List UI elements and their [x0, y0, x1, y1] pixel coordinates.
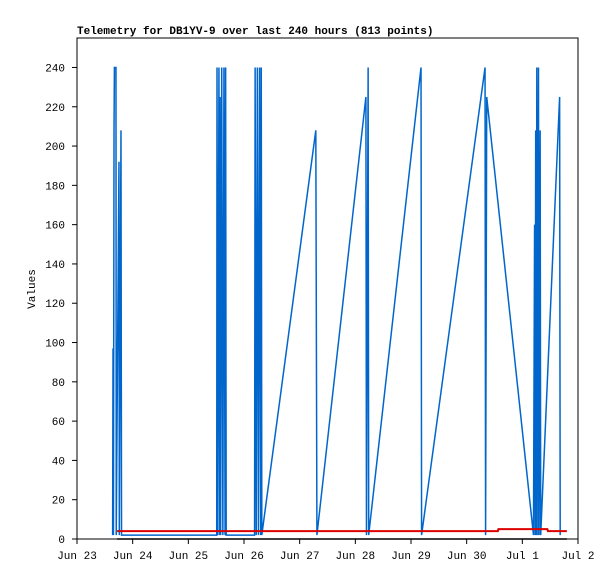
y-tick-label: 220 [45, 103, 65, 115]
data-line [111, 66, 561, 536]
y-tick-label: 0 [58, 535, 65, 547]
x-tick-label: Jun 25 [169, 551, 209, 563]
plot-frame [76, 37, 579, 540]
y-axis-label: Values [27, 269, 39, 309]
y-tick-label: 200 [45, 142, 65, 154]
x-tick-label: Jun 30 [447, 551, 487, 563]
y-tick-label: 160 [45, 221, 65, 233]
y-tick-label: 140 [45, 260, 65, 272]
y-tick-label: 180 [45, 181, 65, 193]
x-tick-label: Jun 29 [391, 551, 431, 563]
x-tick-label: Jun 28 [336, 551, 376, 563]
y-tick-label: 60 [52, 417, 65, 429]
y-tick-label: 240 [45, 63, 65, 75]
y-tick-label: 40 [52, 456, 65, 468]
y-tick-label: 120 [45, 299, 65, 311]
x-tick-label: Jun 24 [113, 551, 153, 563]
chart-title: Telemetry for DB1YV-9 over last 240 hour… [77, 26, 433, 38]
x-tick-label: Jun 27 [280, 551, 320, 563]
x-tick-label: Jun 26 [224, 551, 264, 563]
y-tick-label: 20 [52, 496, 65, 508]
y-tick-label: 100 [45, 339, 65, 351]
data-line [117, 528, 567, 533]
x-tick-label: Jun 23 [57, 551, 97, 563]
x-tick-label: Jul 1 [506, 551, 539, 563]
x-tick-label: Jul 2 [561, 551, 594, 563]
y-tick-label: 80 [52, 378, 65, 390]
